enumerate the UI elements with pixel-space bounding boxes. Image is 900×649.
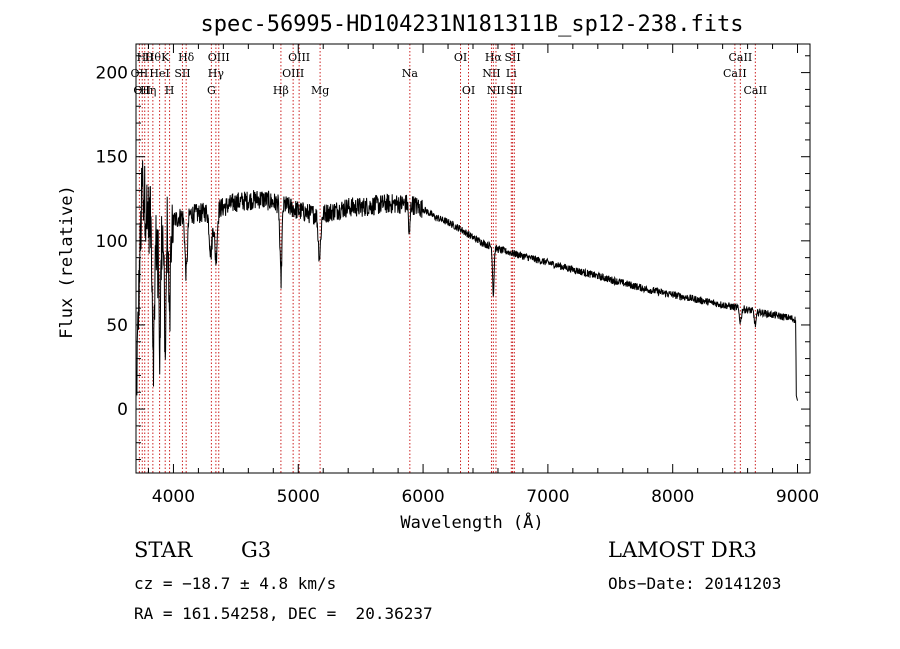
y-tick-label-4: 200 xyxy=(96,64,128,84)
marker-label-10: G xyxy=(207,84,216,97)
marker-label-26: CaII xyxy=(723,67,747,80)
x-tick-label-3: 7000 xyxy=(526,487,569,507)
plot-frame xyxy=(135,43,811,474)
x-tick-label-5: 9000 xyxy=(776,487,819,507)
marker-label-28: CaII xyxy=(743,84,767,97)
marker-label-2: Hθ xyxy=(137,51,154,64)
chart-title: spec-56995-HD104231N181311B_sp12-238.fit… xyxy=(200,12,743,37)
coordinates: RA = 161.54258, DEC = 20.36237 xyxy=(134,604,433,623)
x-tick-label-2: 6000 xyxy=(401,487,444,507)
marker-label-0: OII xyxy=(131,67,149,80)
survey-name: LAMOST DR3 xyxy=(608,538,757,562)
marker-label-23: Li xyxy=(506,67,517,80)
marker-label-5: HeI xyxy=(149,67,169,80)
marker-label-22: NII xyxy=(487,84,505,97)
object-subclass: G3 xyxy=(241,538,272,562)
marker-label-12: OIII xyxy=(208,51,230,64)
marker-label-6: K xyxy=(161,51,170,64)
marker-label-4: Hθ xyxy=(145,51,162,64)
redshift-cz: cz = −18.7 ± 4.8 km/s xyxy=(134,574,337,593)
y-tick-label-2: 100 xyxy=(96,232,128,252)
marker-label-11: Hγ xyxy=(208,67,225,80)
spectrum-chart: spec-56995-HD104231N181311B_sp12-238.fit… xyxy=(57,12,819,533)
marker-label-20: NII xyxy=(482,67,500,80)
x-tick-label-1: 5000 xyxy=(277,487,320,507)
x-axis-label: Wavelength (Å) xyxy=(400,511,543,533)
marker-label-17: Na xyxy=(402,67,419,80)
object-class: STAR xyxy=(134,538,193,562)
y-tick-label-1: 50 xyxy=(106,316,128,336)
y-tick-label-0: 0 xyxy=(117,400,128,420)
marker-label-21: Hα xyxy=(485,51,503,64)
marker-label-19: OI xyxy=(462,84,475,97)
marker-label-13: Hβ xyxy=(273,84,289,97)
x-tick-label-4: 8000 xyxy=(651,487,694,507)
marker-label-3: Hη xyxy=(140,84,156,97)
marker-label-14: OIII xyxy=(282,67,304,80)
marker-label-25: SII xyxy=(506,84,522,97)
marker-label-18: OI xyxy=(454,51,467,64)
marker-label-9: Hδ xyxy=(178,51,195,64)
observation-date: Obs−Date: 20141203 xyxy=(608,574,782,593)
y-tick-label-3: 150 xyxy=(96,148,128,168)
marker-label-16: Mg xyxy=(311,84,329,97)
marker-label-1: OII xyxy=(133,84,151,97)
y-axis-label: Flux (relative) xyxy=(57,185,77,339)
marker-label-8: SII xyxy=(174,67,190,80)
x-tick-label-0: 4000 xyxy=(152,487,195,507)
marker-label-27: CaII xyxy=(729,51,753,64)
marker-label-24: SII xyxy=(504,51,520,64)
spectrum-line xyxy=(135,160,798,401)
spectral-line-markers: OII OII Hθ Hη Hθ HeI K H SII Hδ G Hγ OIII Hβ OIII OIII M… xyxy=(131,44,767,473)
marker-label-7: H xyxy=(165,84,175,97)
marker-label-15: OIII xyxy=(288,51,310,64)
axis-ticks: 4000 5000 6000 7000 8000 9000 0 50 100 150 200 xyxy=(96,44,819,507)
